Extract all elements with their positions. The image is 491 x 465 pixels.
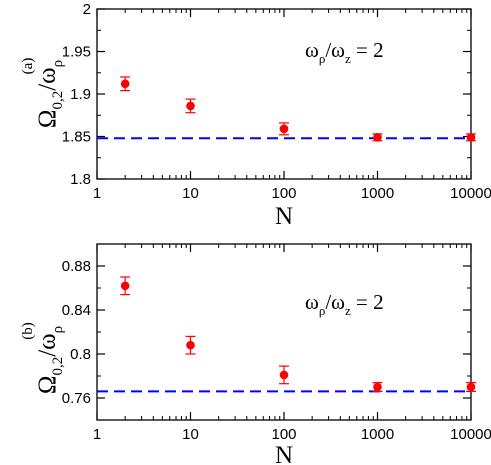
data-point [466,382,476,392]
data-point [466,133,476,142]
y-tick-label: 1.8 [70,171,91,188]
y-axis-title: Ω0,2/ωρ [34,60,66,128]
x-tick-label: 10 [182,185,199,202]
y-tick-label: 0.88 [62,258,91,275]
plot-frame [96,8,472,180]
x-tick-label: 10000 [450,426,491,443]
data-point [373,382,382,392]
data-point [279,370,289,380]
svg-text:(b): (b) [20,322,36,340]
svg-text:Ω0,2/ωρ: Ω0,2/ωρ [34,326,66,394]
y-tick-label: 1.85 [62,129,91,146]
x-axis-title: N [275,442,293,465]
panel-a: 1 10 100 1000 10000 1.8 1.85 1.9 1.95 2 ωρ/ωz = 2… [20,1,491,230]
y-axis-title: Ω0,2/ωρ [34,326,66,394]
svg-text:Ω0,2/ωρ: Ω0,2/ωρ [34,60,66,128]
panel-label-b: (b) [20,322,36,340]
svg-text:(a): (a) [20,58,36,75]
x-tick-label: 10000 [450,185,491,202]
x-tick-label: 1000 [361,426,394,443]
data-point [186,101,195,111]
annotation-ratio: ωρ/ωz = 2 [305,290,384,318]
x-tick-label: 100 [271,185,296,202]
panel-label-a: (a) [20,58,36,75]
y-tick-label: 1.9 [70,86,91,103]
y-tick-label: 0.76 [62,390,91,407]
data-point [120,79,130,89]
data-point [120,281,130,291]
data-point [186,340,195,350]
x-tick-label: 10 [182,426,199,443]
y-tick-label: 0.8 [70,346,91,363]
panel-b: 1 10 100 1000 10000 0.76 0.8 0.84 0.88 ωρ/ωz = 2… [20,243,491,465]
annotation-ratio: ωρ/ωz = 2 [305,38,384,66]
data-point [373,133,382,142]
x-tick-label: 1000 [361,185,394,202]
y-tick-label: 1.95 [62,44,91,61]
data-point [279,124,289,134]
plot-frame [96,243,472,421]
y-tick-label: 2 [83,1,91,18]
x-axis-title: N [275,203,293,230]
y-tick-label: 0.84 [62,302,91,319]
x-tick-label: 1 [93,185,101,202]
x-tick-label: 1 [93,426,101,443]
x-tick-label: 100 [271,426,296,443]
